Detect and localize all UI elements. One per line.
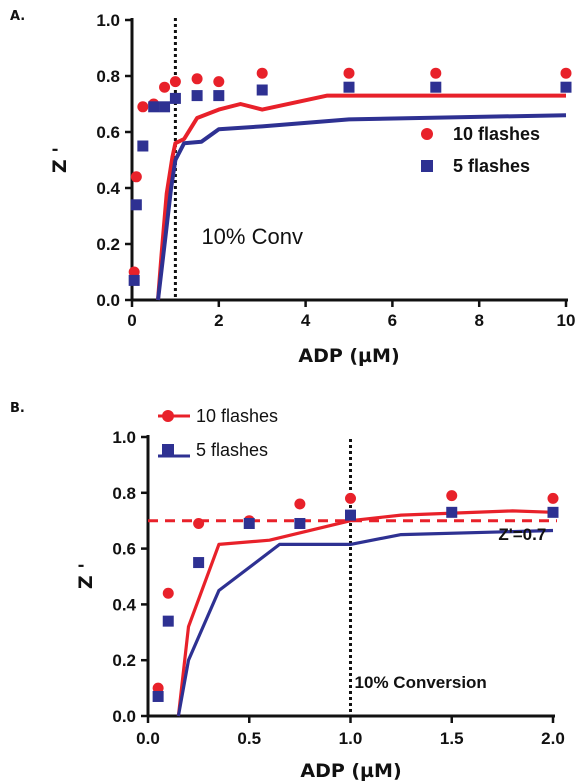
x-tick-label: 0.5 bbox=[237, 729, 261, 748]
y-tick-label: 0.8 bbox=[96, 67, 120, 86]
y-tick-label: 0.0 bbox=[112, 707, 136, 726]
panel-letter: B. bbox=[10, 401, 25, 416]
legend-label: 10 flashes bbox=[453, 124, 540, 144]
y-tick-label: 0.4 bbox=[112, 595, 136, 614]
data-point-10-flashes bbox=[128, 266, 140, 278]
legend-marker bbox=[162, 410, 174, 422]
data-point-10-flashes bbox=[446, 490, 458, 502]
data-point-10-flashes bbox=[193, 517, 205, 529]
legend-marker bbox=[162, 444, 174, 456]
y-tick-label: 1.0 bbox=[112, 428, 136, 447]
x-tick-label: 4 bbox=[301, 311, 311, 330]
data-point-5-flashes bbox=[162, 615, 174, 627]
fit-line-5-flashes bbox=[156, 113, 567, 301]
data-point-5-flashes bbox=[256, 84, 268, 96]
data-point-5-flashes bbox=[560, 81, 572, 93]
fit-line-10-flashes bbox=[176, 509, 554, 717]
data-point-10-flashes bbox=[152, 682, 164, 694]
data-point-10-flashes bbox=[130, 171, 142, 183]
data-point-10-flashes bbox=[159, 81, 171, 93]
data-point-10-flashes bbox=[169, 76, 181, 88]
data-point-5-flashes bbox=[343, 81, 355, 93]
data-point-5-flashes bbox=[159, 101, 171, 113]
data-point-5-flashes bbox=[148, 101, 160, 113]
y-tick-label: 0.2 bbox=[96, 235, 120, 254]
x-tick-label: 2.0 bbox=[541, 729, 565, 748]
legend-marker bbox=[421, 160, 433, 172]
x-tick-label: 6 bbox=[388, 311, 397, 330]
data-point-5-flashes bbox=[191, 90, 203, 102]
data-point-5-flashes bbox=[345, 509, 356, 521]
data-point-10-flashes bbox=[162, 587, 174, 599]
data-point-10-flashes bbox=[560, 67, 572, 79]
data-point-5-flashes bbox=[128, 274, 140, 286]
data-point-5-flashes bbox=[430, 81, 442, 93]
panel-letter: A. bbox=[10, 9, 25, 24]
x-tick-label: 2 bbox=[214, 311, 223, 330]
x-axis-title: ADP (µM) bbox=[300, 760, 401, 782]
data-point-10-flashes bbox=[547, 492, 559, 504]
x-tick-label: 0 bbox=[127, 311, 136, 330]
data-point-5-flashes bbox=[446, 506, 458, 518]
data-point-10-flashes bbox=[213, 76, 225, 88]
x-axis-title: ADP (µM) bbox=[298, 345, 399, 367]
threshold-label: Z'=0.7 bbox=[498, 525, 546, 544]
x-tick-label: 0.0 bbox=[136, 729, 160, 748]
data-point-5-flashes bbox=[130, 199, 142, 211]
data-point-10-flashes bbox=[256, 67, 268, 79]
x-tick-label: 8 bbox=[474, 311, 483, 330]
y-tick-label: 0.2 bbox=[112, 651, 136, 670]
data-point-10-flashes bbox=[343, 67, 355, 79]
data-point-5-flashes bbox=[137, 140, 149, 152]
data-point-5-flashes bbox=[294, 517, 306, 529]
y-tick-label: 0.8 bbox=[112, 484, 136, 503]
data-point-10-flashes bbox=[191, 73, 203, 85]
y-axis-title: Z ' bbox=[49, 147, 71, 173]
chart-panel-a: A. 0.0 0.2 0.4 0.6 0.8 1.0 0 2 4 6 8 10 ADP (µM) Z ' 10… bbox=[10, 9, 575, 367]
data-point-5-flashes bbox=[169, 92, 181, 104]
data-point-10-flashes bbox=[430, 67, 442, 79]
y-tick-label: 0.6 bbox=[96, 123, 120, 142]
data-point-5-flashes bbox=[213, 90, 225, 102]
data-point-5-flashes bbox=[547, 506, 559, 518]
chart-panel-b: B. 0.0 0.2 0.4 0.6 0.8 1.0 0.0 0.5 1.0 1.5 2.0 ADP (… bbox=[10, 401, 565, 782]
y-tick-label: 0.0 bbox=[96, 291, 120, 310]
y-axis-title: Z ' bbox=[75, 563, 97, 589]
x-tick-label: 1.0 bbox=[339, 729, 363, 748]
data-point-10-flashes bbox=[294, 498, 306, 510]
data-point-10-flashes bbox=[345, 492, 356, 504]
y-tick-label: 1.0 bbox=[96, 11, 120, 30]
data-point-5-flashes bbox=[243, 517, 255, 529]
legend-label: 10 flashes bbox=[196, 406, 278, 426]
legend-marker bbox=[421, 128, 433, 140]
legend-label: 5 flashes bbox=[196, 440, 268, 460]
data-point-10-flashes bbox=[137, 101, 149, 113]
data-point-5-flashes bbox=[193, 557, 205, 569]
y-tick-label: 0.6 bbox=[112, 540, 136, 559]
legend-label: 5 flashes bbox=[453, 156, 530, 176]
conversion-label: 10% Conv bbox=[201, 224, 303, 249]
x-tick-label: 10 bbox=[557, 311, 576, 330]
data-point-5-flashes bbox=[152, 690, 164, 702]
conversion-label: 10% Conversion bbox=[355, 673, 487, 692]
fit-line-10-flashes bbox=[156, 93, 566, 301]
fit-line-5-flashes bbox=[176, 528, 554, 717]
x-tick-label: 1.5 bbox=[440, 729, 464, 748]
y-tick-label: 0.4 bbox=[96, 179, 120, 198]
